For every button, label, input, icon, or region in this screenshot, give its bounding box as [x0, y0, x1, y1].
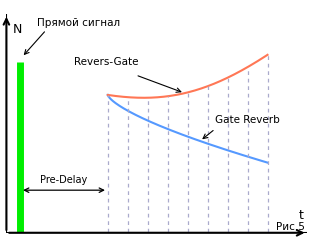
Text: Рис.5: Рис.5 [276, 222, 304, 232]
Text: Revers-Gate: Revers-Gate [74, 57, 139, 67]
Text: Gate Reverb: Gate Reverb [215, 115, 280, 125]
Text: Pre-Delay: Pre-Delay [40, 175, 88, 185]
Text: N: N [13, 23, 22, 36]
Text: Прямой сигнал: Прямой сигнал [37, 18, 120, 29]
Text: t: t [299, 209, 304, 222]
